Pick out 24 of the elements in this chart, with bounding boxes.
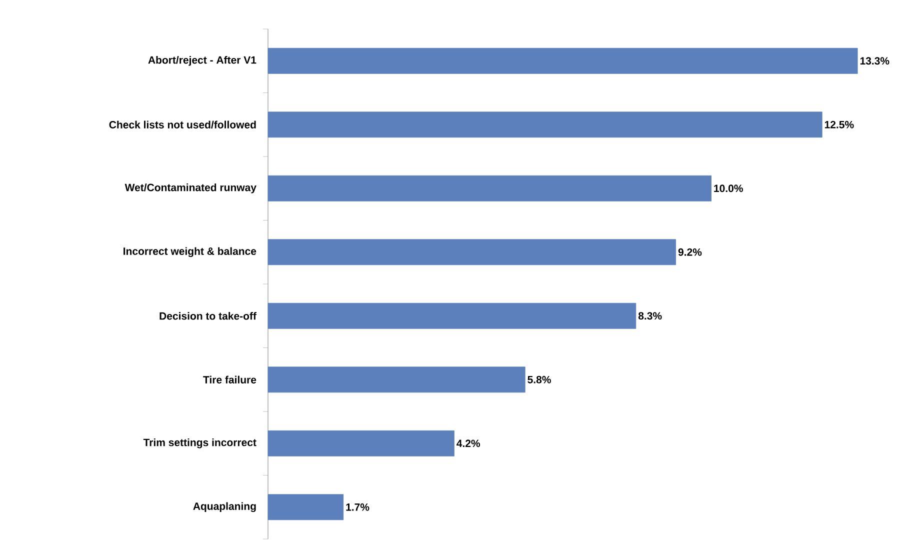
y-tick-label: Trim settings incorrect [143,438,256,448]
data-label: 8.3% [638,312,662,320]
y-tick-label: Tire failure [203,376,256,384]
bar [268,48,858,74]
y-tick-label: Aquaplaning [193,502,256,512]
bar [268,175,712,202]
bar [268,494,344,520]
data-label: 4.2% [456,440,480,448]
bar [268,302,636,329]
y-tick-label: Wet/Contaminated runway [124,183,256,194]
bar [268,112,822,138]
data-label: 12.5% [824,120,854,128]
data-label: 1.7% [346,503,370,511]
y-tick-label: Incorrect weight & balance [124,247,256,258]
y-tick-label: Decision to take-off [160,312,256,320]
data-label: 9.2% [678,248,702,256]
bar [268,239,676,266]
y-tick-label: Check lists not used/followed [109,120,256,129]
data-label: 5.8% [528,376,551,384]
bar [268,430,454,456]
data-label: 10.0% [714,184,743,192]
data-label: 13.3% [860,57,890,65]
bar [268,366,526,393]
y-tick-label: Abort/reject - After V1 [148,56,256,66]
